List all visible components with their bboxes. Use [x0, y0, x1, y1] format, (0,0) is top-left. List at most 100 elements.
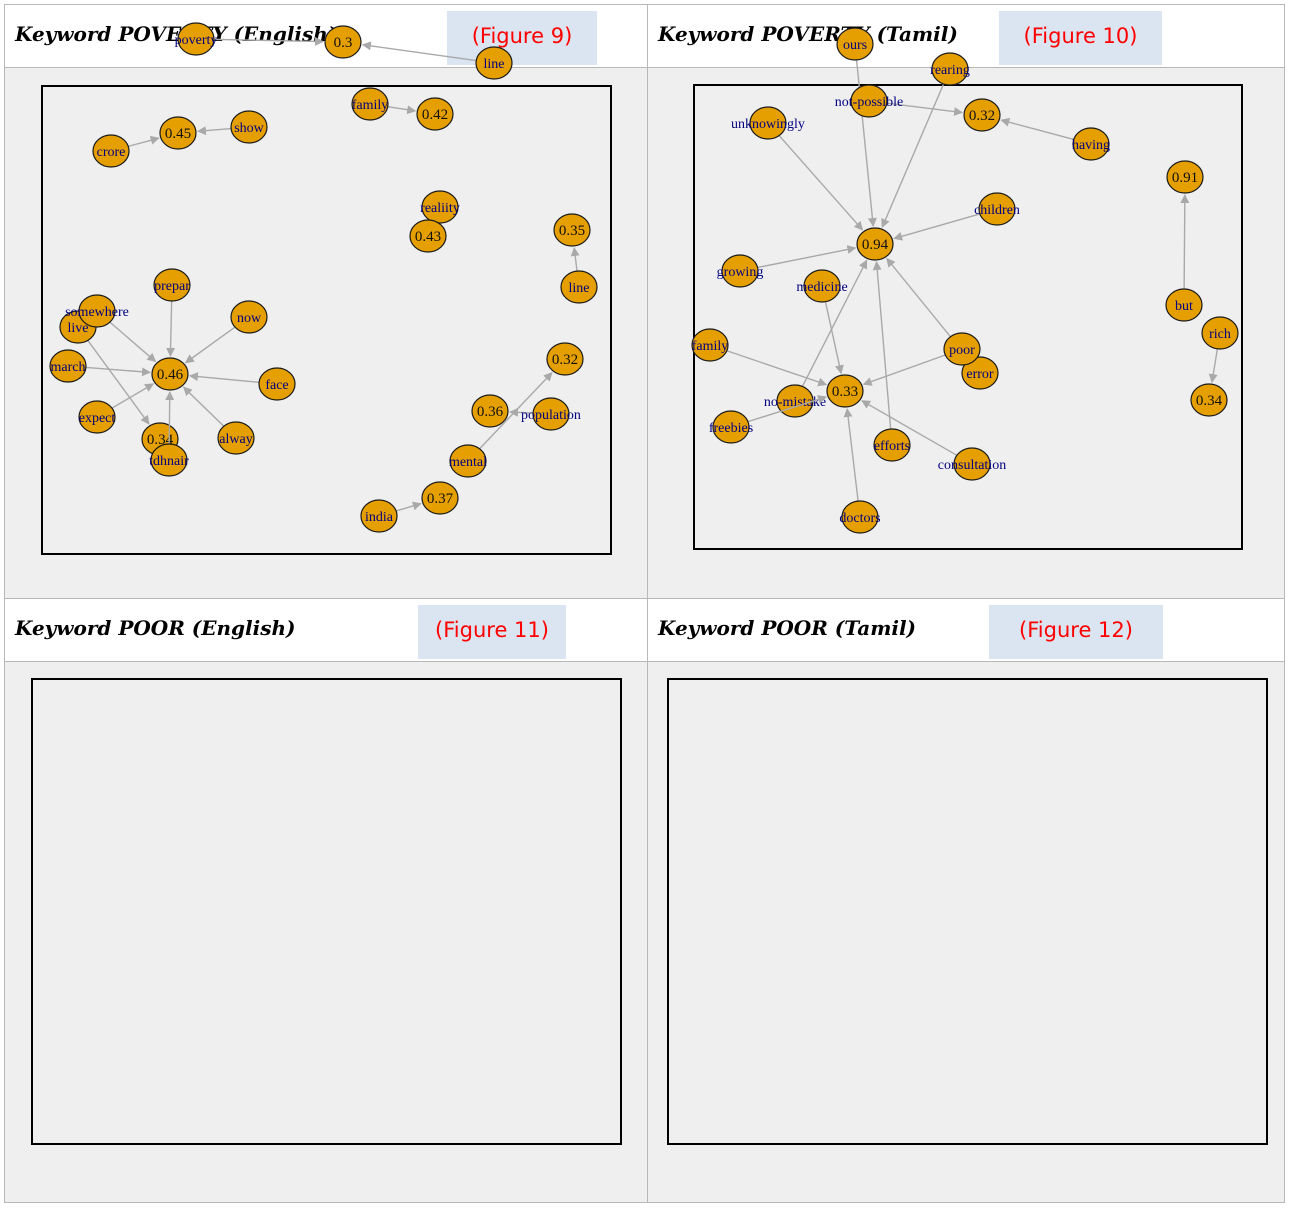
- node-label: not-possible: [835, 95, 903, 110]
- node-children: children: [974, 193, 1020, 225]
- nodes: ours rearing unknowingly children 0.94 growin…: [717, 28, 1203, 461]
- node-unknowingly: unknowingly: [731, 107, 805, 139]
- edge-but-to-v091: [1184, 195, 1185, 289]
- node-label: face: [265, 378, 288, 393]
- edges: [88, 39, 552, 448]
- node-label: 0.32: [552, 352, 578, 368]
- node-v091: 0.91: [1167, 161, 1203, 193]
- node-label: consultation: [938, 458, 1006, 473]
- edge-children-to-v094: [894, 214, 980, 239]
- node-v045: 0.45: [160, 117, 196, 149]
- node-label: poor: [949, 343, 975, 358]
- node-label: crore: [97, 145, 126, 160]
- edge-unknowingly-to-v094: [779, 136, 862, 230]
- figure-number: (Figure 12): [989, 605, 1163, 659]
- node-growing: growing: [717, 255, 764, 287]
- node-but: but: [1166, 289, 1202, 321]
- node-label: family: [352, 98, 389, 113]
- node-label: 0.45: [165, 126, 191, 142]
- node-label: 0.35: [559, 223, 585, 239]
- node-label: growing: [717, 265, 764, 280]
- node-label: tdhnair: [149, 454, 189, 469]
- node-now: now: [231, 301, 267, 333]
- network-graph-fig12: not-possible0.32havingmedicinefamily poor…: [648, 662, 1285, 1202]
- node-label: somewhere: [65, 305, 129, 320]
- node-expect: expect: [79, 401, 116, 433]
- node-family: family: [692, 329, 729, 361]
- node-v042: 0.42: [417, 98, 453, 130]
- node-label: 0.94: [862, 237, 889, 253]
- edge-growing-to-v094: [758, 248, 856, 268]
- node-face: face: [259, 368, 295, 400]
- node-label: 0.42: [422, 107, 448, 123]
- panel-title: Keyword POOR (English): [15, 616, 296, 640]
- node-v032: 0.32: [547, 343, 583, 375]
- node-ours: ours: [837, 28, 873, 60]
- node-label: children: [974, 203, 1020, 218]
- node-march: march: [50, 350, 86, 382]
- node-v036: 0.36: [472, 395, 508, 427]
- figure-grid: Keyword POVERTY (English) (Figure 9) Key…: [4, 4, 1285, 1203]
- node-label: 0.36: [477, 404, 504, 420]
- node-label: population: [521, 408, 581, 423]
- node-label: efforts: [874, 439, 910, 454]
- node-v094: 0.94: [857, 228, 893, 260]
- node-label: family: [692, 339, 729, 354]
- node-label: rearing: [930, 63, 970, 78]
- node-label: line: [484, 57, 505, 72]
- node-family: family: [352, 88, 389, 120]
- node-poor: poor: [944, 333, 980, 365]
- figure-number: (Figure 9): [447, 11, 597, 65]
- node-label: freebies: [709, 421, 753, 436]
- node-label: poverty: [175, 33, 218, 48]
- node-line: line: [476, 47, 512, 79]
- node-label: now: [237, 311, 262, 326]
- node-label: 0.33: [832, 384, 858, 400]
- panel-header-fig10: Keyword POVERTY (Tamil) (Figure 10): [648, 5, 1285, 68]
- node-label: line: [569, 281, 590, 296]
- node-label: 0.43: [415, 229, 441, 245]
- node-label: ours: [843, 38, 867, 53]
- node-nomistake: no-mistake: [764, 385, 826, 417]
- node-label: mental: [449, 455, 487, 470]
- panel-header-fig11: Keyword POOR (English) (Figure 11): [5, 599, 648, 662]
- node-label: 0.46: [157, 367, 184, 383]
- node-v033: 0.33: [827, 375, 863, 407]
- figure-number: (Figure 10): [999, 11, 1162, 65]
- node-prepar: prepar: [154, 269, 190, 301]
- panel-body-fig11: crore 0.45 show family 0.42 realiity 0.43 0.35 l…: [5, 662, 648, 1203]
- edge-efforts-to-v094: [877, 262, 891, 429]
- node-label: alway: [219, 432, 252, 447]
- node-label: doctors: [839, 511, 880, 526]
- node-v03: 0.3: [325, 26, 361, 58]
- node-label: error: [966, 367, 994, 382]
- node-v035: 0.35: [554, 214, 590, 246]
- node-crore: crore: [93, 135, 129, 167]
- node-label: 0.3: [334, 35, 353, 51]
- node-label: 0.32: [969, 108, 995, 124]
- network-graph-fig11: crore0.45 showfamily0.42realiity0.43 0.35l…: [5, 662, 648, 1202]
- panel-title: Keyword POOR (Tamil): [658, 616, 916, 640]
- node-label: 0.34: [1196, 393, 1223, 409]
- node-label: show: [234, 121, 264, 136]
- node-alway: alway: [218, 422, 254, 454]
- node-line: line: [561, 271, 597, 303]
- node-efforts: efforts: [874, 429, 910, 461]
- node-label: india: [365, 510, 394, 525]
- node-label: realiity: [420, 201, 460, 216]
- node-label: prepar: [154, 279, 190, 294]
- node-show: show: [231, 111, 267, 143]
- figure-number: (Figure 11): [418, 605, 566, 659]
- node-mental: mental: [449, 445, 487, 477]
- node-v046: 0.46: [152, 358, 188, 390]
- node-label: 0.37: [427, 491, 454, 507]
- node-v032: 0.32: [964, 99, 1000, 131]
- node-label: unknowingly: [731, 117, 805, 132]
- node-label: 0.91: [1172, 170, 1198, 186]
- node-v034: 0.34: [1191, 384, 1227, 416]
- node-label: expect: [79, 411, 116, 426]
- node-label: no-mistake: [764, 395, 826, 410]
- panel-title: Keyword POVERTY (Tamil): [658, 22, 958, 46]
- panel-body-fig12: not-possible 0.32 having medicine family poor…: [648, 662, 1285, 1203]
- node-having: having: [1072, 128, 1110, 160]
